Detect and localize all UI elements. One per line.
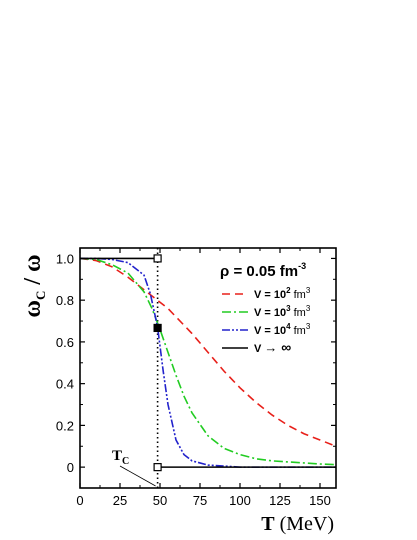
- y-axis-subscript: C: [33, 291, 48, 300]
- density-label: ρ = 0.05 fm-3: [220, 261, 306, 280]
- legend-unit: fm: [291, 307, 306, 319]
- x-tick-label: 50: [153, 493, 167, 508]
- legend-text-2: V = 103 fm3: [254, 304, 311, 319]
- y-tick-label: 0.4: [56, 377, 74, 392]
- legend-exponent: 3: [286, 304, 291, 313]
- legend-text-3: V = 104 fm3: [254, 322, 311, 337]
- y-tick-label: 0.6: [56, 335, 74, 350]
- tc-label-main: T: [112, 448, 122, 464]
- y-tick-label: 1.0: [56, 251, 74, 266]
- legend-prefix: V = 10: [254, 325, 286, 337]
- legend-exponent: 4: [286, 322, 291, 331]
- ticks: 0 25 50 75 100 125 150 0 0.2 0.4 0.6 0.8 1.0: [56, 248, 336, 508]
- legend-text-1: V = 102 fm3: [254, 286, 311, 301]
- y-tick-label: 0: [67, 460, 74, 475]
- legend-prefix: V = 10: [254, 289, 286, 301]
- y-tick-label: 0.2: [56, 418, 74, 433]
- y-axis-numerator: ω: [20, 300, 46, 318]
- legend-arrow: →: [264, 340, 277, 355]
- tc-label: TC: [112, 448, 129, 467]
- legend-unit-exponent: 3: [306, 322, 311, 331]
- density-sup: -3: [298, 261, 306, 271]
- density-prefix: ρ = 0.05 fm: [220, 263, 298, 280]
- legend-infinity: ∞: [277, 339, 291, 355]
- tc-label-sub: C: [122, 456, 129, 467]
- plot-lines: [79, 248, 337, 488]
- x-axis-symbol: T: [261, 513, 275, 535]
- series-1-line: [79, 257, 337, 448]
- legend-unit-exponent: 3: [306, 286, 311, 295]
- series-3-line: [80, 257, 336, 468]
- y-axis-title: ωC / ω: [20, 254, 48, 317]
- series-2-line: [79, 257, 337, 466]
- x-axis-unit: (MeV): [275, 513, 334, 535]
- labels: T (MeV)ωC / ωTC: [20, 254, 334, 535]
- series-4-marker-2: [153, 323, 162, 333]
- legend-exponent: 2: [286, 286, 291, 295]
- legend-unit: fm: [291, 325, 306, 337]
- tc-leader-line: [119, 465, 156, 487]
- legend-prefix: V: [254, 343, 264, 355]
- series-4-marker-1: [153, 254, 162, 263]
- x-tick-label: 150: [309, 493, 331, 508]
- x-tick-label: 100: [229, 493, 251, 508]
- x-tick-label: 0: [76, 493, 83, 508]
- y-tick-label: 0.8: [56, 293, 74, 308]
- x-tick-label: 75: [193, 493, 207, 508]
- legend-unit-exponent: 3: [306, 304, 311, 313]
- y-axis-denominator: / ω: [20, 254, 46, 290]
- x-tick-label: 125: [269, 493, 291, 508]
- legend-unit: fm: [291, 289, 306, 301]
- x-tick-label: 25: [113, 493, 127, 508]
- legend-prefix: V = 10: [254, 307, 286, 319]
- plot-frame: [79, 247, 337, 489]
- axes: [79, 247, 337, 489]
- x-axis-title: T (MeV): [261, 513, 334, 535]
- legend-text-4: V → ∞: [254, 339, 291, 355]
- series-4-marker-3: [153, 463, 162, 472]
